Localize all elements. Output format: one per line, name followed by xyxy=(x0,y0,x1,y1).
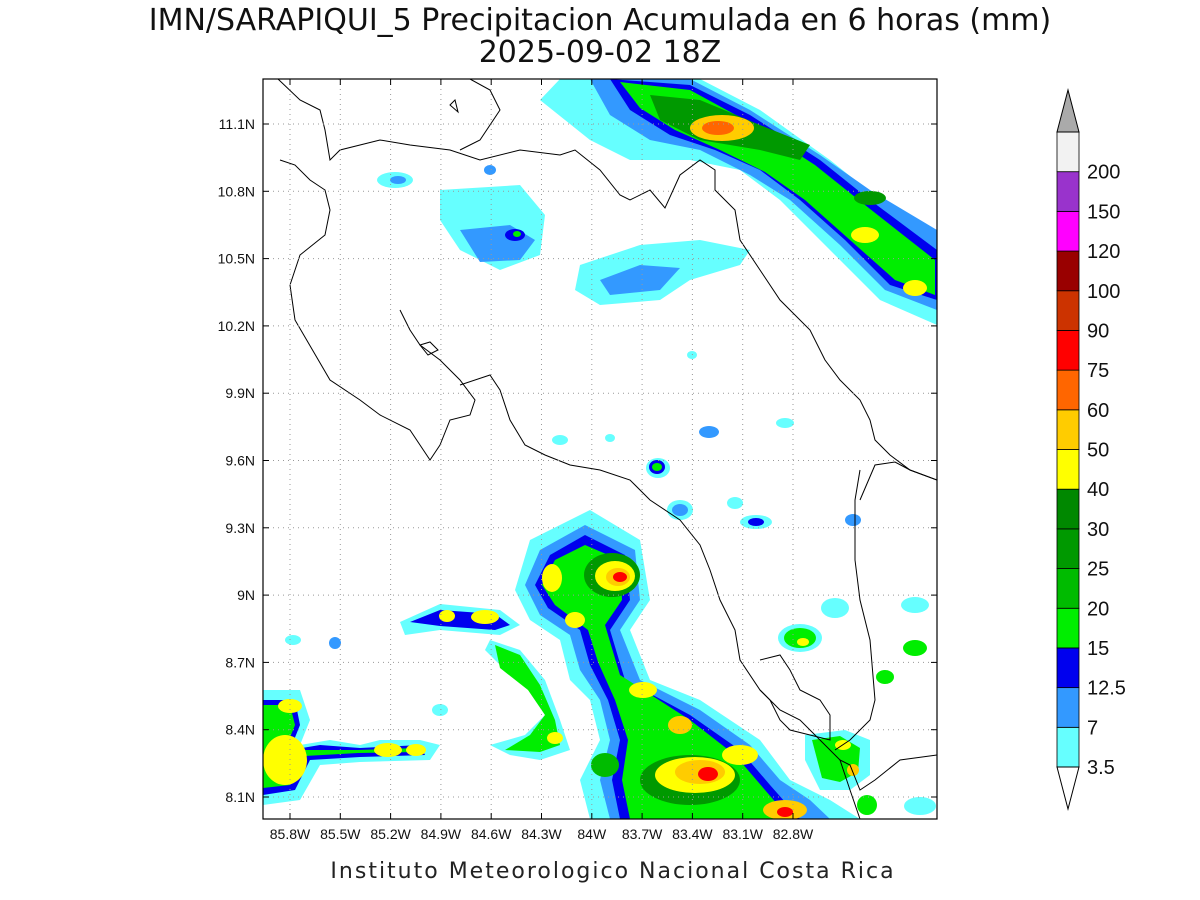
x-tick-label: 85.8W xyxy=(270,826,311,842)
colorbar-label: 100 xyxy=(1087,281,1120,303)
x-tick-label: 83.1W xyxy=(722,826,763,842)
colorbar-segment xyxy=(1056,290,1080,331)
colorbar-segment xyxy=(1056,210,1080,252)
colorbar-label: 60 xyxy=(1087,400,1109,422)
colorbar-segment xyxy=(1056,330,1080,371)
colorbar-legend: 3.5 7 12.5 15 20 25 30 40 50 60 75 90 100 120 150 200 xyxy=(1056,88,1126,811)
colorbar-segment xyxy=(1056,726,1080,768)
colorbar-segment xyxy=(1056,369,1080,411)
rain-cell-central-scattered xyxy=(552,351,861,529)
y-tick-label: 8.7N xyxy=(225,654,255,670)
x-tick-label: 83.4W xyxy=(672,826,713,842)
osa-peninsula xyxy=(759,654,831,741)
x-tick-label: 82.8W xyxy=(773,826,814,842)
colorbar-segment xyxy=(1056,409,1080,450)
x-tick-label: 84W xyxy=(577,826,607,842)
colorbar-label: 30 xyxy=(1087,519,1109,541)
y-tick-label: 9.6N xyxy=(225,453,255,469)
colorbar-segment xyxy=(1056,568,1080,609)
y-tick-label: 8.4N xyxy=(225,722,255,738)
colorbar-segment xyxy=(1056,250,1080,292)
colorbar-label: 50 xyxy=(1087,440,1109,462)
plot-frame xyxy=(262,78,938,820)
rain-cell-north-central xyxy=(377,165,750,305)
colorbar-under-arrow xyxy=(1056,766,1080,811)
colorbar-label: 150 xyxy=(1087,201,1120,223)
x-axis: 85.8W 85.5W 85.2W 84.9W 84.6W 84.3W 84W 83.7W 83… xyxy=(270,79,814,842)
caribbean-coast-border xyxy=(277,79,937,481)
colorbar-segment xyxy=(1056,131,1080,173)
colorbar-segment xyxy=(1056,528,1080,569)
y-tick-label: 8.1N xyxy=(225,789,255,805)
ometepe-island xyxy=(449,99,459,114)
x-tick-label: 85.5W xyxy=(320,826,361,842)
colorbar-label: 20 xyxy=(1087,598,1109,620)
y-tick-label: 10.5N xyxy=(218,251,255,267)
colorbar-segment xyxy=(1056,488,1080,530)
colorbar-over-arrow xyxy=(1056,88,1080,133)
y-tick-label: 9.3N xyxy=(225,520,255,536)
y-tick-label: 10.2N xyxy=(218,318,255,334)
colorbar-label: 120 xyxy=(1087,241,1120,263)
chira-island xyxy=(419,341,439,356)
colorbar-label: 15 xyxy=(1087,638,1109,660)
colorbar-segment xyxy=(1056,687,1080,728)
y-tick-label: 10.8N xyxy=(218,183,255,199)
colorbar-label: 40 xyxy=(1087,479,1109,501)
pacific-coast xyxy=(459,374,861,819)
colorbar-segment xyxy=(1056,647,1080,689)
colorbar-label: 200 xyxy=(1087,162,1120,184)
colorbar-label: 25 xyxy=(1087,559,1109,581)
panama-border-south xyxy=(839,754,937,791)
colorbar-label: 75 xyxy=(1087,360,1109,382)
rain-cell-south-central xyxy=(515,510,860,819)
y-tick-label: 11.1N xyxy=(219,116,255,132)
gridlines xyxy=(263,79,937,819)
y-tick-label: 9N xyxy=(237,587,255,603)
x-tick-label: 83.7W xyxy=(622,826,663,842)
colorbar-label: 3.5 xyxy=(1087,757,1115,779)
x-tick-label: 84.3W xyxy=(521,826,562,842)
colorbar-label: 12.5 xyxy=(1087,678,1126,700)
colorbar-segment xyxy=(1056,449,1080,490)
precipitation-field xyxy=(263,79,937,819)
map-subtitle: 2025-09-02 18Z xyxy=(479,35,722,70)
coastlines xyxy=(277,79,937,819)
x-tick-label: 84.6W xyxy=(471,826,512,842)
colorbar-label: 7 xyxy=(1087,717,1098,739)
panama-border-north xyxy=(859,461,937,501)
y-tick-label: 9.9N xyxy=(225,385,255,401)
map-title: IMN/SARAPIQUI_5 Precipitacion Acumulada … xyxy=(149,3,1051,38)
colorbar-segment xyxy=(1056,171,1080,212)
x-tick-label: 85.2W xyxy=(370,826,411,842)
colorbar-label: 90 xyxy=(1087,320,1109,342)
costa-rica-panama-border xyxy=(834,469,876,751)
nicoya-coast xyxy=(279,159,476,461)
footer-credit: Instituto Meteorologico Nacional Costa R… xyxy=(330,859,895,884)
y-axis: 11.1N 10.8N 10.5N 10.2N 9.9N 9.6N 9.3N 9N 8.7N 8.… xyxy=(218,116,937,805)
colorbar-segment xyxy=(1056,607,1080,649)
x-tick-label: 84.9W xyxy=(421,826,462,842)
rain-cell-northeast-band xyxy=(540,79,937,325)
lake-nicaragua-shore xyxy=(459,79,501,151)
